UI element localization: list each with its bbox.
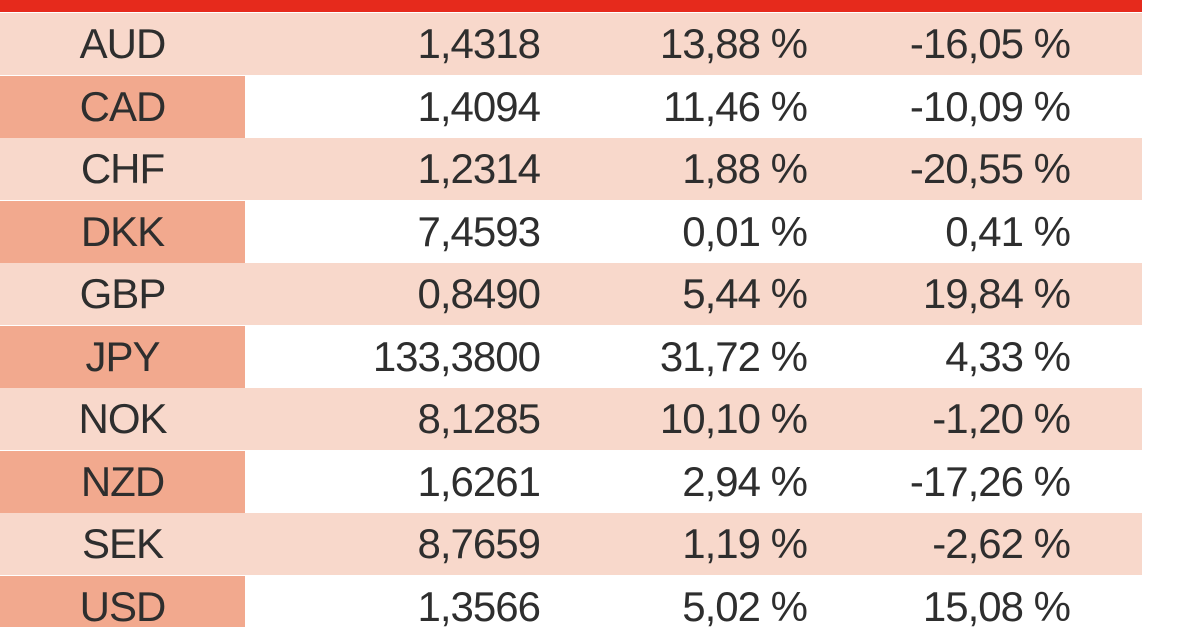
exchange-rate: 1,3566 (417, 582, 541, 627)
exchange-rate: 8,7659 (417, 520, 541, 567)
table-row: GBP 0,8490 5,44 % 19,84 % (0, 263, 1142, 325)
currency-code: JPY (0, 325, 245, 388)
table-row: CHF 1,2314 1,88 % -20,55 % (0, 138, 1142, 200)
change-2: -1,20 % (932, 395, 1071, 442)
header-bar (0, 0, 1142, 12)
exchange-rate: 7,4593 (417, 207, 541, 255)
currency-code: SEK (81, 520, 164, 567)
exchange-rate: 1,4094 (417, 82, 541, 130)
change-2: -20,55 % (909, 145, 1071, 192)
change-2: -2,62 % (932, 520, 1071, 567)
change-2: 0,41 % (945, 207, 1071, 255)
change-2: 15,08 % (922, 582, 1071, 627)
change-1: 10,10 % (659, 395, 808, 442)
change-1: 2,94 % (682, 457, 808, 505)
change-1: 1,19 % (682, 520, 808, 567)
exchange-rate: 0,8490 (417, 270, 541, 317)
currency-code: NOK (78, 395, 167, 442)
exchange-rate: 1,4318 (417, 20, 541, 67)
currency-code: CAD (0, 75, 245, 138)
change-1: 5,02 % (682, 582, 808, 627)
table-row: DKK 7,4593 0,01 % 0,41 % (0, 200, 1142, 263)
change-1: 1,88 % (682, 145, 808, 192)
change-1: 31,72 % (659, 332, 808, 380)
currency-code: DKK (0, 200, 245, 263)
currency-code: USD (0, 575, 245, 627)
exchange-rate: 8,1285 (417, 395, 541, 442)
exchange-rate: 1,2314 (417, 145, 541, 192)
table-row: NZD 1,6261 2,94 % -17,26 % (0, 450, 1142, 513)
change-1: 5,44 % (682, 270, 808, 317)
change-2: -16,05 % (909, 20, 1071, 67)
currency-code: CHF (80, 145, 165, 192)
table-row: USD 1,3566 5,02 % 15,08 % (0, 575, 1142, 627)
change-2: -17,26 % (909, 457, 1071, 505)
exchange-rate: 1,6261 (417, 457, 541, 505)
change-1: 11,46 % (663, 82, 808, 130)
table-row: NOK 8,1285 10,10 % -1,20 % (0, 388, 1142, 450)
currency-code: NZD (0, 450, 245, 513)
table-row: AUD 1,4318 13,88 % -16,05 % (0, 13, 1142, 75)
table-row: SEK 8,7659 1,19 % -2,62 % (0, 513, 1142, 575)
change-2: 19,84 % (922, 270, 1071, 317)
change-2: -10,09 % (909, 82, 1071, 130)
currency-code: AUD (79, 20, 167, 67)
change-1: 0,01 % (682, 207, 808, 255)
change-1: 13,88 % (659, 20, 808, 67)
table-row: CAD 1,4094 11,46 % -10,09 % (0, 75, 1142, 138)
exchange-rate: 133,3800 (372, 332, 541, 380)
table-row: JPY 133,3800 31,72 % 4,33 % (0, 325, 1142, 388)
change-2: 4,33 % (945, 332, 1071, 380)
currency-code: GBP (79, 270, 167, 317)
